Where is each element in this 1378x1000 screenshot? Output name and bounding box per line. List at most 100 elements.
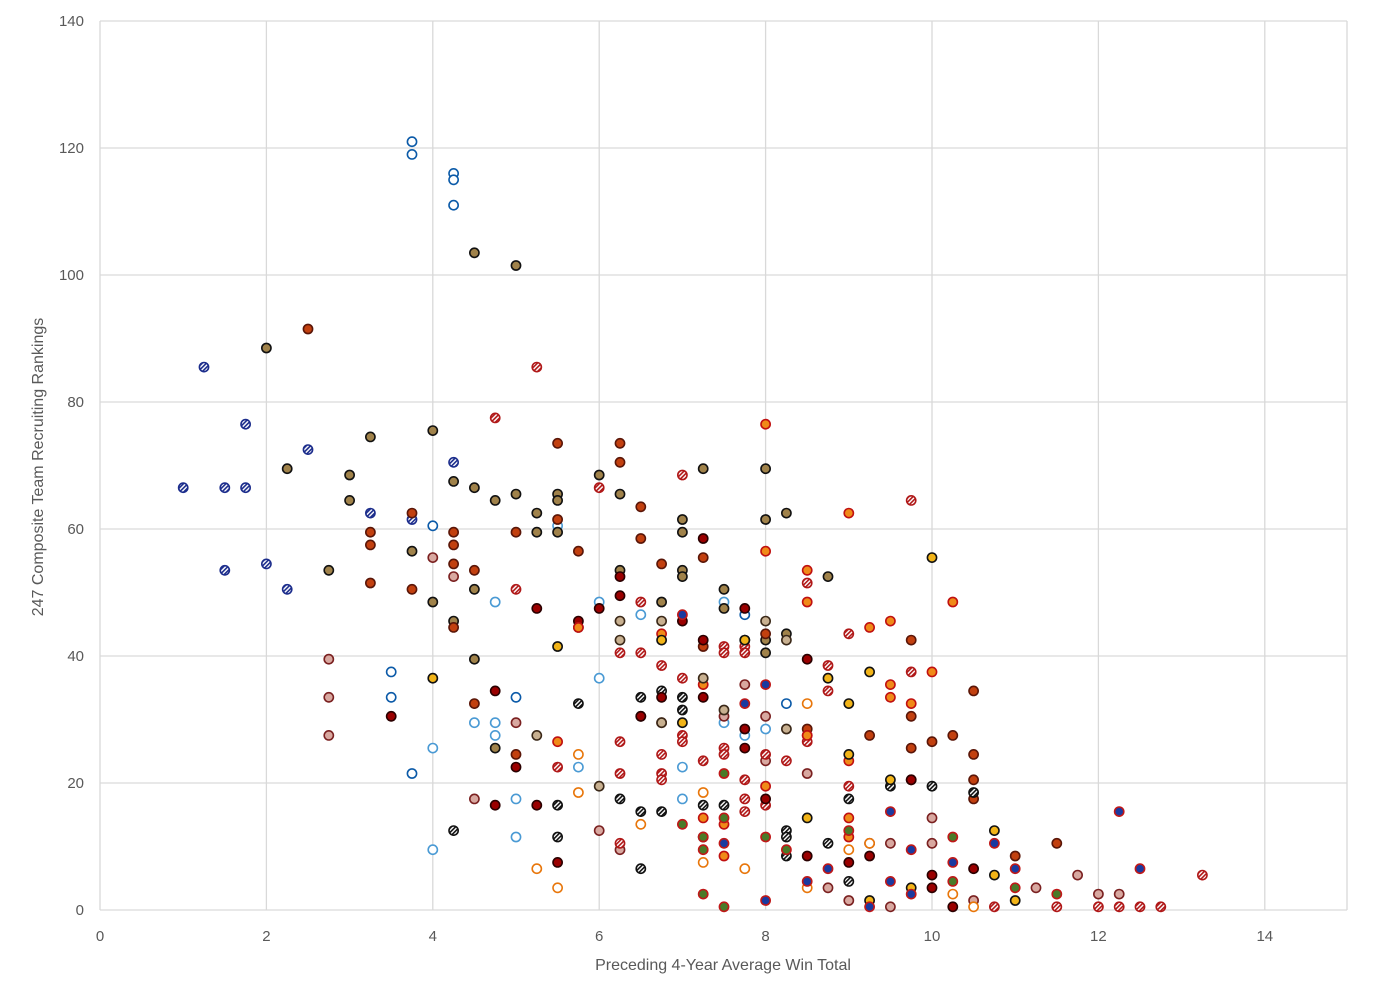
data-point <box>385 666 397 678</box>
data-point <box>489 412 501 424</box>
series-tan-dark <box>531 615 792 792</box>
data-point <box>718 749 730 760</box>
data-point <box>822 685 834 697</box>
data-point <box>718 647 730 659</box>
data-point <box>885 901 896 913</box>
data-point <box>718 704 730 716</box>
data-point <box>697 552 709 563</box>
data-point <box>781 755 792 767</box>
y-tick-label: 0 <box>76 902 84 919</box>
data-point <box>468 564 480 576</box>
data-point <box>468 793 480 805</box>
x-tick-label: 8 <box>761 928 769 945</box>
data-point <box>843 628 855 640</box>
data-point <box>614 437 626 449</box>
data-point <box>760 793 771 805</box>
data-point <box>323 730 335 741</box>
data-point <box>885 691 896 703</box>
data-point <box>531 507 543 519</box>
data-point <box>1113 888 1125 900</box>
data-point <box>573 761 584 773</box>
data-point <box>697 799 709 811</box>
data-point <box>760 545 771 557</box>
data-point <box>864 901 875 913</box>
data-point <box>656 806 667 817</box>
data-point <box>885 876 896 887</box>
series-navy-red <box>677 609 1146 913</box>
data-point <box>739 647 751 659</box>
data-point <box>593 780 605 792</box>
data-point <box>552 437 563 449</box>
data-point <box>240 482 251 494</box>
data-point <box>968 685 979 697</box>
data-point <box>427 742 439 754</box>
data-point <box>739 863 751 875</box>
data-point <box>323 691 335 703</box>
data-point <box>864 837 875 849</box>
data-point <box>947 888 959 900</box>
data-point <box>614 768 626 779</box>
data-point <box>801 577 813 589</box>
data-point <box>656 634 667 646</box>
data-point <box>947 831 959 843</box>
data-point <box>656 660 667 671</box>
data-point <box>656 558 667 570</box>
data-point <box>843 507 855 519</box>
data-point <box>677 717 688 729</box>
data-point <box>635 501 647 513</box>
data-point <box>1009 850 1021 862</box>
data-point <box>760 418 771 430</box>
data-point <box>344 494 355 506</box>
data-point <box>697 844 709 856</box>
data-point <box>573 698 584 709</box>
data-point <box>531 603 543 614</box>
data-point <box>864 850 875 862</box>
data-point <box>427 552 439 563</box>
data-point <box>760 710 771 722</box>
data-point <box>573 787 584 798</box>
data-point <box>905 888 917 900</box>
data-point <box>801 596 813 608</box>
data-point <box>510 526 522 538</box>
data-point <box>448 526 459 538</box>
data-point <box>968 749 979 760</box>
data-point <box>552 799 563 811</box>
data-point <box>656 774 667 786</box>
data-point <box>739 806 751 817</box>
data-point <box>760 780 771 792</box>
data-point <box>1155 901 1167 913</box>
data-point <box>448 571 459 582</box>
data-point <box>489 494 501 506</box>
data-point <box>781 634 792 646</box>
data-point <box>1197 869 1208 881</box>
data-point <box>489 685 501 697</box>
data-point <box>801 698 813 709</box>
data-point <box>781 844 792 856</box>
data-point <box>448 199 459 211</box>
data-point <box>177 482 189 494</box>
data-point <box>385 710 397 722</box>
data-point <box>281 463 293 475</box>
data-point <box>697 463 709 475</box>
series-orange-red <box>552 418 959 862</box>
data-point <box>1051 901 1063 913</box>
data-point <box>531 361 543 373</box>
data-point <box>510 260 522 271</box>
data-point <box>885 679 896 690</box>
data-point <box>677 761 688 773</box>
data-point <box>905 634 917 646</box>
data-point <box>614 571 626 582</box>
data-point <box>677 514 688 525</box>
data-points <box>177 136 1208 913</box>
data-point <box>656 596 667 608</box>
data-point <box>510 761 522 773</box>
data-point <box>801 653 813 665</box>
data-point <box>198 361 210 373</box>
data-point <box>843 780 855 792</box>
data-point <box>531 730 543 741</box>
data-point <box>468 698 480 709</box>
data-point <box>801 850 813 862</box>
data-point <box>697 634 709 646</box>
data-point <box>677 793 688 805</box>
data-point <box>801 564 813 576</box>
